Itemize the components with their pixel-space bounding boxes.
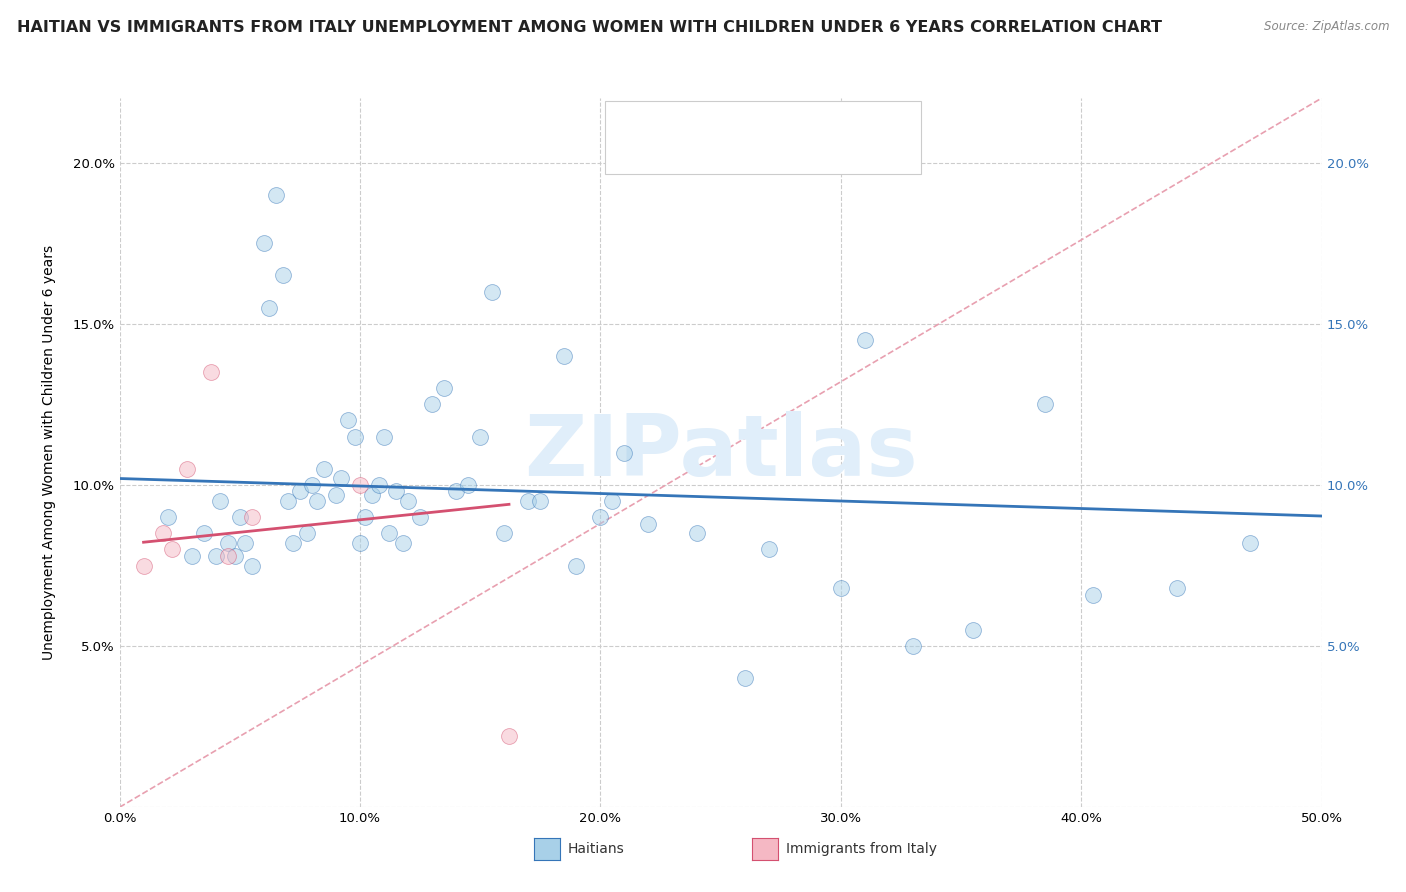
Y-axis label: Unemployment Among Women with Children Under 6 years: Unemployment Among Women with Children U… xyxy=(42,245,56,660)
Point xyxy=(444,484,467,499)
Point xyxy=(240,558,263,573)
Text: HAITIAN VS IMMIGRANTS FROM ITALY UNEMPLOYMENT AMONG WOMEN WITH CHILDREN UNDER 6 : HAITIAN VS IMMIGRANTS FROM ITALY UNEMPLO… xyxy=(17,20,1161,35)
Point xyxy=(349,536,371,550)
Point xyxy=(1033,397,1056,411)
Point xyxy=(433,381,456,395)
Point xyxy=(498,730,520,744)
Point xyxy=(204,549,226,563)
Point xyxy=(336,413,359,427)
Point xyxy=(529,494,551,508)
Point xyxy=(264,187,287,202)
Point xyxy=(734,671,756,685)
Point xyxy=(228,510,252,524)
Point xyxy=(253,236,276,251)
Point xyxy=(373,429,395,443)
Point xyxy=(409,510,432,524)
Point xyxy=(156,510,179,524)
Point xyxy=(344,429,367,443)
Point xyxy=(132,558,155,573)
Point xyxy=(1239,536,1261,550)
Text: R =  0.125   N =  9: R = 0.125 N = 9 xyxy=(661,146,827,161)
Point xyxy=(830,581,852,595)
Point xyxy=(481,285,503,299)
Point xyxy=(224,549,246,563)
Point xyxy=(962,623,984,637)
Point xyxy=(240,510,263,524)
Point xyxy=(200,365,222,379)
Point xyxy=(349,478,371,492)
Point xyxy=(353,510,375,524)
Point xyxy=(217,549,239,563)
Point xyxy=(385,484,408,499)
Point xyxy=(233,536,256,550)
Point xyxy=(271,268,294,283)
Point xyxy=(305,494,328,508)
Point xyxy=(685,526,707,541)
Point xyxy=(589,510,612,524)
Text: Immigrants from Italy: Immigrants from Italy xyxy=(786,842,936,856)
Point xyxy=(257,301,280,315)
Point xyxy=(193,526,215,541)
Point xyxy=(312,462,335,476)
Point xyxy=(758,542,780,557)
Point xyxy=(301,478,323,492)
Point xyxy=(420,397,443,411)
Point xyxy=(281,536,304,550)
Point xyxy=(637,516,659,531)
Point xyxy=(176,462,198,476)
Point xyxy=(392,536,415,550)
Point xyxy=(217,536,239,550)
Point xyxy=(602,494,624,508)
Point xyxy=(517,494,540,508)
Point xyxy=(1083,588,1105,602)
Text: ZIPatlas: ZIPatlas xyxy=(523,411,918,494)
Point xyxy=(378,526,401,541)
Point xyxy=(1166,581,1188,595)
Point xyxy=(361,487,384,501)
Text: R = -0.087   N = 61: R = -0.087 N = 61 xyxy=(661,127,827,141)
Point xyxy=(325,487,347,501)
Point xyxy=(613,446,636,460)
Point xyxy=(209,494,232,508)
Point xyxy=(277,494,299,508)
Point xyxy=(468,429,492,443)
Point xyxy=(288,484,311,499)
Point xyxy=(180,549,202,563)
Point xyxy=(368,478,391,492)
Text: Source: ZipAtlas.com: Source: ZipAtlas.com xyxy=(1264,20,1389,33)
Point xyxy=(329,471,352,485)
Point xyxy=(396,494,419,508)
Point xyxy=(162,542,184,557)
Point xyxy=(901,639,924,653)
Text: Haitians: Haitians xyxy=(568,842,624,856)
Point xyxy=(853,333,876,347)
Point xyxy=(152,526,174,541)
Point xyxy=(553,349,575,363)
Point xyxy=(565,558,588,573)
Point xyxy=(494,526,516,541)
Point xyxy=(295,526,318,541)
Point xyxy=(457,478,479,492)
